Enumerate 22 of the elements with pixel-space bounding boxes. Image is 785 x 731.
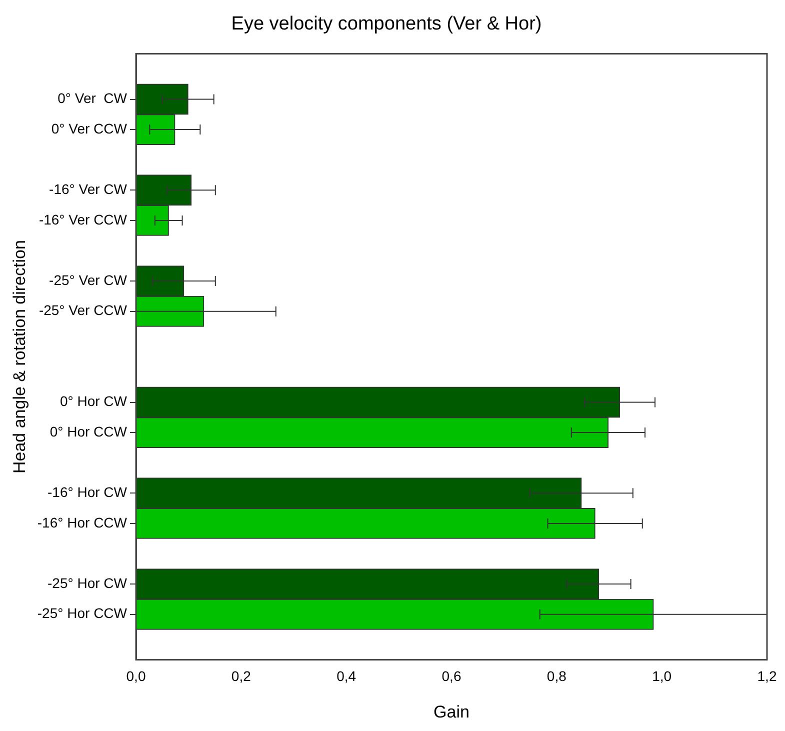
y-tick-label: -16° Hor CCW	[37, 514, 128, 530]
x-tick-label: 0,6	[442, 668, 462, 684]
x-tick-label: 0,2	[231, 668, 252, 684]
y-tick-label: -16° Hor CW	[48, 484, 128, 500]
y-tick-label: -25° Hor CCW	[37, 605, 128, 622]
y-tick-label: -16° Ver CCW	[38, 211, 128, 228]
x-tick-label: 1,2	[757, 668, 777, 684]
x-tick-label: 0,4	[336, 668, 356, 684]
y-tick-label: -25° Hor CW	[48, 574, 128, 591]
y-axis-title: Head angle & rotation direction	[10, 240, 29, 474]
y-tick-label: -16° Ver CW	[49, 181, 128, 198]
x-tick-label: 0,0	[126, 668, 146, 684]
y-tick-label: -25° Ver CW	[49, 272, 128, 288]
y-tick-label: 0° Ver CW	[58, 90, 128, 106]
y-tick-label: -25° Ver CCW	[38, 302, 128, 318]
x-axis-title: Gain	[434, 702, 470, 722]
x-tick-label: 1,0	[652, 668, 672, 684]
y-tick-label: 0° Ver CCW	[51, 120, 128, 136]
chart-title: Eye velocity components (Ver & Hor)	[231, 14, 542, 35]
y-tick-label: 0° Hor CW	[60, 393, 128, 410]
y-tick-label: 0° Hor CCW	[50, 423, 128, 440]
x-tick-label: 0,8	[546, 668, 567, 684]
